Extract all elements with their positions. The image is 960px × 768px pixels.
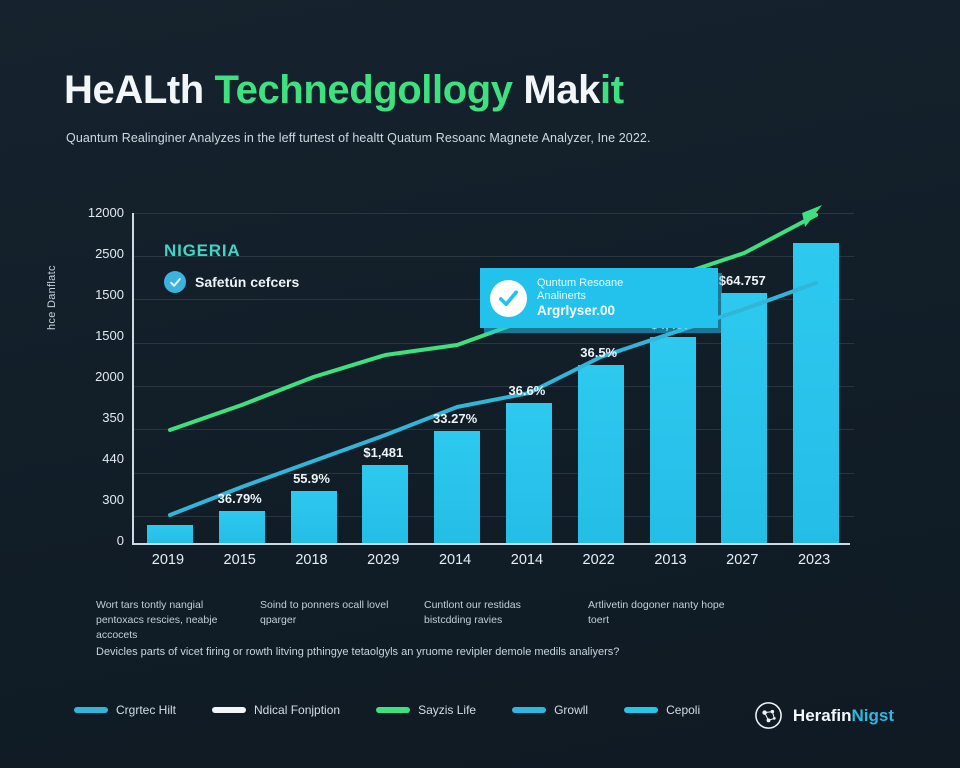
bar[interactable]: [290, 491, 337, 543]
bar[interactable]: [721, 293, 768, 543]
page-title: HeALth Technedgollogy Makit: [64, 68, 624, 113]
legend-label: Crgrtec Hilt: [116, 703, 177, 717]
bar[interactable]: [362, 465, 409, 543]
y-axis-tick: 1500: [95, 287, 124, 302]
legend-label: Sayzis Life: [418, 703, 477, 717]
brand-logo: HerafinNigst: [753, 700, 894, 731]
gridline: [134, 516, 854, 517]
x-axis-tick: 2013: [654, 552, 687, 568]
bar-value-label: 33.27%: [433, 411, 478, 426]
y-axis-tick: 0: [116, 533, 124, 548]
bar-value-label: 36.79%: [217, 491, 262, 506]
legend-label: Cepoli: [666, 703, 701, 717]
y-axis-tick: 350: [102, 410, 124, 425]
page-subtitle: Quantum Realinginer Analyzes in the leff…: [66, 131, 651, 145]
callout-line-3: Argrlyser.00: [537, 303, 616, 318]
bar[interactable]: [793, 243, 840, 543]
bar-value-label: $1,481: [363, 445, 404, 460]
region-subrow: Safetún cefcers: [164, 271, 299, 293]
region-label: NIGERIA: [164, 241, 241, 260]
legend-swatch: [212, 707, 247, 713]
callout-line-2: Analinerts: [537, 290, 586, 303]
y-axis-tick: 300: [102, 492, 124, 507]
gridline: [134, 386, 854, 387]
legend-item[interactable]: Crgrtec Hilt: [74, 703, 176, 717]
callout-line-1: Quntum Resoane: [537, 277, 624, 290]
x-axis-tick: 2014: [510, 552, 544, 568]
bar[interactable]: [146, 525, 193, 543]
bar[interactable]: [649, 337, 696, 543]
legend-item[interactable]: Growll: [512, 703, 588, 717]
title-segment-2: Technedgollogy: [214, 68, 524, 112]
footnote-column: Soind to ponners ocall lovel qparger: [260, 599, 389, 627]
gridline: [134, 213, 854, 214]
chart-legend: Crgrtec Hilt Ndical Fonjption Sayzis Life G…: [74, 703, 700, 717]
bar-value-label: 55.9%: [293, 471, 330, 486]
gridline: [134, 256, 854, 257]
x-axis-tick: 2014: [438, 552, 472, 568]
legend-swatch: [74, 707, 108, 713]
x-axis-tick: 2019: [151, 552, 185, 568]
region-annotation: NIGERIA Safetún cefcers: [164, 241, 299, 293]
y-axis-tick: 1500: [95, 328, 124, 343]
line-path: [167, 213, 819, 432]
y-axis-title: hce Danflatc: [46, 265, 58, 330]
title-segment-4: it: [599, 68, 624, 112]
legend-item[interactable]: Sayzis Life: [376, 703, 476, 717]
footnote-column: Wort tars tontly nangial pentoxacs resci…: [96, 599, 218, 642]
legend-label: Growll: [554, 703, 589, 717]
x-axis-tick: 2022: [582, 552, 615, 568]
footnote-full-line: Devicles parts of vicet firing or rowth …: [96, 646, 620, 658]
brand-name-part2: Nigst: [851, 705, 895, 725]
x-axis-tick: 2029: [367, 552, 400, 568]
legend-label: Ndical Fonjption: [254, 703, 341, 717]
check-circle-icon: [490, 279, 527, 317]
y-axis-tick: 440: [102, 451, 124, 466]
check-circle-icon: [164, 271, 186, 293]
x-axis-tick: 2023: [797, 552, 831, 568]
bar-value-label: $64.757: [718, 273, 766, 288]
x-axis-tick: 2015: [223, 552, 256, 568]
gridline: [134, 343, 854, 344]
callout-text: Quntum Resoane Analinerts Argrlyser.00: [537, 277, 623, 319]
footnote-columns: Wort tars tontly nangial pentoxacs resci…: [96, 598, 736, 644]
footnote-column: Cuntlont our restidas bistcdding ravies: [424, 599, 521, 627]
molecule-logo-icon: [753, 700, 784, 731]
bar[interactable]: [434, 431, 481, 543]
brand-name: HerafinNigst: [793, 706, 894, 726]
y-axis-tick: 2500: [95, 246, 124, 261]
bar[interactable]: [218, 511, 265, 543]
gridline: [134, 473, 854, 474]
bar-value-label: 36.6%: [508, 383, 546, 398]
gridline: [134, 429, 854, 430]
title-segment-1: HeALth: [64, 68, 215, 112]
legend-item[interactable]: Cepoli: [624, 703, 700, 717]
legend-swatch: [624, 707, 659, 713]
region-sublabel: Safetún cefcers: [195, 274, 300, 290]
legend-item[interactable]: Ndical Fonjption: [212, 703, 340, 717]
bar[interactable]: [505, 403, 552, 543]
plot-area: NIGERIA Safetún cefcers: [132, 205, 854, 545]
y-axis-ticks: 12000 2500 1500 1500 2000 350 440 300 0: [58, 205, 124, 555]
bar[interactable]: [577, 365, 624, 543]
x-axis-tick: 2018: [295, 552, 328, 568]
footnote-column: Artlivetin dogoner nanty hope toert: [588, 599, 725, 627]
brand-name-part1: Herafin: [792, 705, 852, 725]
x-axis-tick: 2027: [726, 552, 759, 568]
bar-value-label: 36.5%: [580, 345, 618, 360]
y-axis-tick: 2000: [95, 369, 124, 384]
y-axis-tick: 12000: [87, 205, 124, 220]
trend-arrow-icon: [802, 205, 823, 227]
title-segment-3: Mak: [523, 68, 600, 112]
callout-box[interactable]: Quntum Resoane Analinerts Argrlyser.00: [480, 268, 718, 328]
legend-swatch: [512, 707, 547, 713]
legend-swatch: [376, 707, 411, 713]
